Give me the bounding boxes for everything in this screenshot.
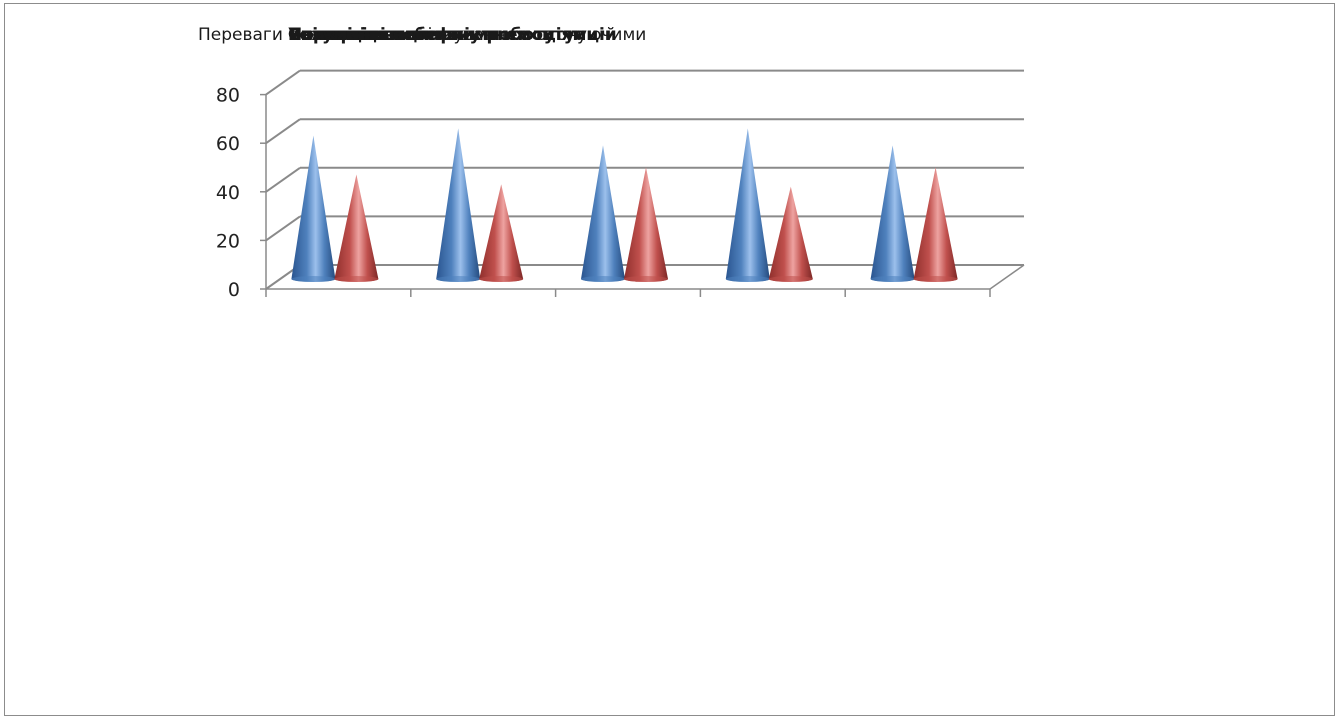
chart-title-layer-4: Співпраця (288, 25, 388, 45)
chart-title-layer-3: Розвиток навичок (288, 25, 465, 45)
cone-s1-c2 (624, 167, 668, 282)
gridline-depth (265, 215, 301, 242)
cone-body (624, 167, 668, 282)
floor-right-edge (989, 264, 1025, 290)
cone-base (870, 276, 915, 282)
cone-s0-c3 (725, 128, 770, 282)
cone-body (913, 167, 958, 282)
cone-base (913, 276, 958, 282)
cone-s1-c4 (913, 167, 958, 282)
cone-body (870, 145, 915, 282)
y-tick-label: 60 (216, 133, 240, 155)
cone-base (436, 276, 481, 282)
y-tick-label: 0 (228, 279, 240, 301)
cone-body (479, 184, 524, 282)
cone-base (291, 276, 336, 282)
gridline-depth (265, 69, 301, 96)
cone-body (768, 186, 813, 282)
cone-body (291, 135, 336, 282)
cone-base (768, 276, 813, 282)
cone-s0-c1 (436, 128, 481, 282)
cone-s1-c1 (479, 184, 524, 282)
cone-base (581, 276, 625, 282)
cone-base (624, 276, 668, 282)
cone-s1-c3 (768, 186, 813, 282)
chart-title-layer-8: Уникнення конфліктних ситуацій (288, 25, 617, 45)
cone-base (334, 276, 379, 282)
cone-body (334, 174, 379, 282)
y-tick-label: 80 (216, 85, 240, 107)
chart-title-group: Переваги позитивного спілкування з оточу… (0, 0, 1341, 60)
cone-base (479, 276, 524, 282)
cone-body (725, 128, 770, 282)
chart-title-layer-7: Позитивні аспекти (288, 25, 470, 45)
cone-s0-c0 (291, 135, 336, 282)
chart-title-layer-6: Управління власними емоціями (288, 25, 599, 45)
cone-s1-c0 (334, 174, 379, 282)
gridline-depth (265, 166, 301, 193)
cone-s0-c4 (870, 145, 915, 282)
y-tick-label: 20 (216, 230, 240, 252)
cone-body (581, 145, 625, 282)
chart-title-layer-5: Самооцінка (288, 25, 403, 45)
chart-title-layer-2: Вплив на соціальну роботу (288, 25, 555, 45)
cone-base (725, 276, 770, 282)
y-tick-label: 40 (216, 182, 240, 204)
cone-body (436, 128, 481, 282)
gridline-depth (265, 118, 301, 145)
chart-title-layer-1: Переваги позитивного спілкування з оточу… (198, 25, 647, 45)
cone-s0-c2 (581, 145, 625, 282)
chart-frame (4, 3, 1335, 716)
chart-title-layer-9: Розуміння себе (288, 25, 439, 45)
